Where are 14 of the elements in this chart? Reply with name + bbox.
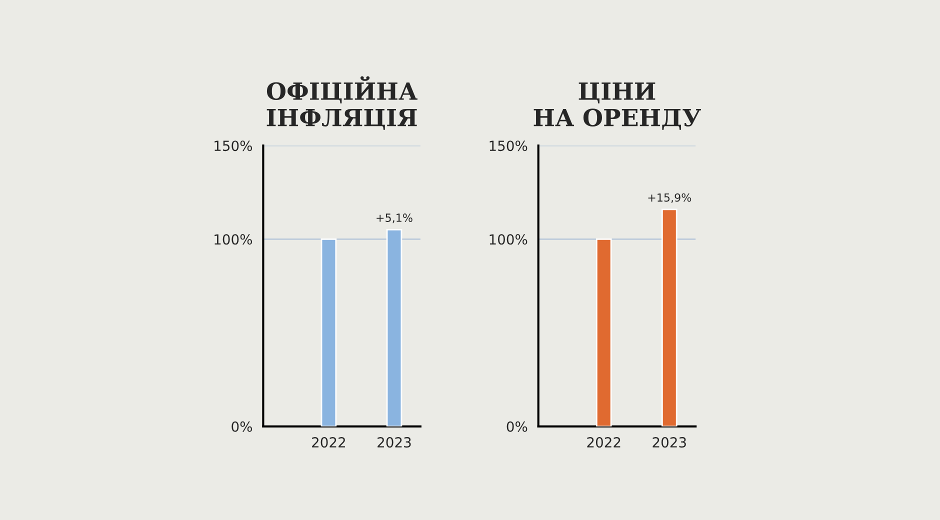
annotation: +15,9%: [648, 193, 692, 203]
y-tick-label: 150%: [490, 140, 528, 152]
x-tick-label: 2023: [378, 437, 411, 448]
chart-title: ЦІНИ НА ОРЕНДУ: [534, 82, 701, 130]
x-tick-label: 2022: [587, 437, 620, 448]
annotation: +5,1%: [376, 214, 412, 224]
y-tick-label: 100%: [214, 234, 252, 245]
x-tick-label: 2022: [312, 437, 345, 448]
chart-title: ОФІЦІЙНА ІНФЛЯЦІЯ: [266, 76, 418, 130]
y-tick-label: 150%: [214, 140, 252, 152]
y-tick-label: 100%: [490, 234, 528, 245]
y-tick-label: 0%: [506, 421, 528, 432]
x-tick-label: 2023: [652, 437, 686, 448]
y-tick-label: 0%: [232, 421, 252, 432]
